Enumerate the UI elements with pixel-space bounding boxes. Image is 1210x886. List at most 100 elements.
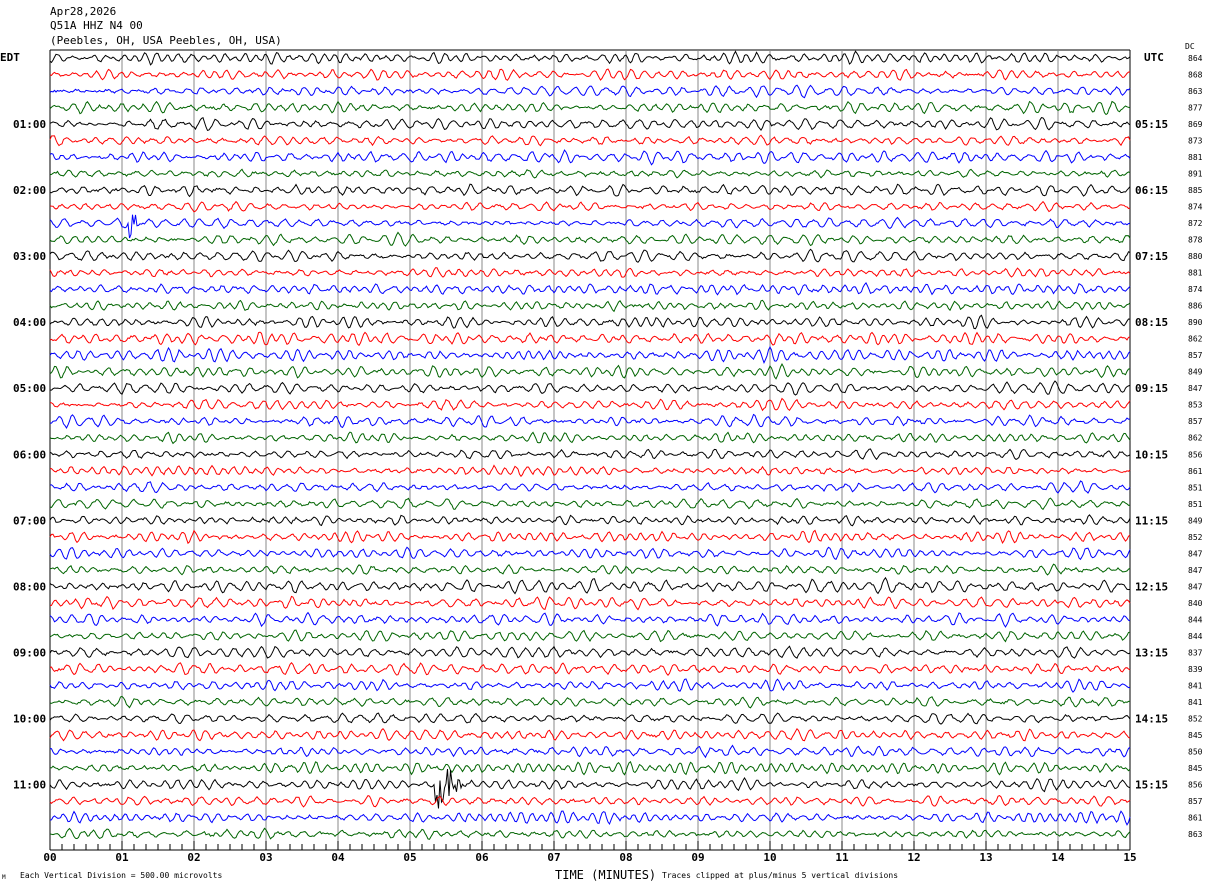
right-time-label: 13:15: [1135, 646, 1168, 659]
left-time-label: 10:00: [13, 712, 46, 725]
dc-offset-label: 861: [1188, 467, 1203, 476]
dc-offset-label: 862: [1188, 434, 1203, 443]
seismic-trace: [49, 214, 1131, 239]
dc-offset-label: 847: [1188, 582, 1203, 591]
dc-offset-label: 857: [1188, 797, 1203, 806]
seismic-trace: [49, 768, 1131, 809]
seismic-trace: [49, 331, 1131, 347]
seismic-trace: [49, 595, 1131, 611]
dc-offset-label: 886: [1188, 302, 1203, 311]
dc-offset-label: 863: [1188, 830, 1203, 839]
dc-offset-label: 868: [1188, 71, 1203, 80]
dc-offset-label: 861: [1188, 813, 1203, 822]
x-tick-label: 07: [547, 851, 560, 864]
dc-offset-label: 845: [1188, 764, 1203, 773]
seismic-trace: [49, 200, 1131, 213]
dc-offset-label: 850: [1188, 747, 1203, 756]
dc-offset-label: 852: [1188, 533, 1203, 542]
dc-offset-label: 857: [1188, 351, 1203, 360]
seismic-trace: [49, 497, 1131, 511]
dc-offset-label: 864: [1188, 54, 1203, 63]
dc-offset-label: 841: [1188, 698, 1203, 707]
x-axis-title: TIME (MINUTES): [555, 868, 656, 882]
right-timezone-label: UTC: [1144, 51, 1164, 64]
dc-offset-label: 837: [1188, 648, 1203, 657]
seismic-trace: [49, 546, 1131, 561]
dc-offset-label: 856: [1188, 780, 1203, 789]
dc-offset-label: 856: [1188, 450, 1203, 459]
x-tick-label: 08: [619, 851, 632, 864]
right-time-label: 14:15: [1135, 712, 1168, 725]
dc-offset-label: 853: [1188, 401, 1203, 410]
left-time-label: 05:00: [13, 382, 46, 395]
x-tick-label: 00: [43, 851, 56, 864]
left-time-label: 07:00: [13, 514, 46, 527]
clip-note: Traces clipped at plus/minus 5 vertical …: [662, 871, 898, 880]
seismic-trace: [50, 464, 1131, 478]
left-time-label: 09:00: [13, 646, 46, 659]
dc-offset-label: 840: [1188, 599, 1203, 608]
seismic-trace: [49, 314, 1131, 330]
seismic-trace: [49, 448, 1131, 461]
seismic-trace: [49, 346, 1131, 365]
seismic-trace: [49, 431, 1131, 445]
right-time-label: 06:15: [1135, 184, 1168, 197]
dc-offset-label: 880: [1188, 252, 1203, 261]
seismic-trace: [49, 100, 1131, 116]
seismic-trace: [49, 810, 1131, 826]
seismic-trace: [49, 611, 1131, 628]
dc-header-label: DC: [1185, 42, 1195, 51]
seismic-trace: [49, 678, 1131, 693]
dc-offset-label: 844: [1188, 632, 1203, 641]
seismic-trace: [49, 712, 1131, 725]
seismic-trace: [49, 827, 1131, 840]
seismic-trace: [49, 761, 1131, 776]
left-time-label: 06:00: [13, 448, 46, 461]
x-tick-label: 02: [187, 851, 200, 864]
dc-offset-label: 851: [1188, 483, 1203, 492]
x-tick-label: 14: [1051, 851, 1065, 864]
dc-offset-label: 874: [1188, 203, 1203, 212]
dc-offset-label: 881: [1188, 269, 1203, 278]
right-time-label: 12:15: [1135, 580, 1168, 593]
left-time-label: 02:00: [13, 184, 46, 197]
seismic-trace: [49, 514, 1131, 527]
seismic-trace: [49, 727, 1131, 742]
seismic-trace: [49, 68, 1131, 81]
seismic-trace: [49, 795, 1131, 808]
seismic-trace: [49, 576, 1131, 595]
date-label: Apr28,2026: [50, 5, 117, 18]
dc-offset-label: 872: [1188, 219, 1203, 228]
seismic-trace: [49, 744, 1131, 759]
seismic-trace: [49, 480, 1131, 494]
seismic-trace: [50, 380, 1131, 396]
dc-offset-label: 878: [1188, 236, 1203, 245]
right-time-label: 07:15: [1135, 250, 1168, 263]
corner-mark: M: [2, 874, 6, 881]
right-time-label: 10:15: [1135, 448, 1168, 461]
seismic-trace: [49, 662, 1131, 676]
right-time-label: 05:15: [1135, 118, 1168, 131]
right-time-label: 11:15: [1135, 514, 1168, 527]
dc-offset-label: 847: [1188, 566, 1203, 575]
dc-offset-label: 847: [1188, 549, 1203, 558]
x-tick-label: 05: [403, 851, 416, 864]
dc-offset-label: 863: [1188, 87, 1203, 96]
seismic-trace: [49, 695, 1131, 709]
dc-offset-label: 841: [1188, 681, 1203, 690]
seismic-trace: [49, 168, 1131, 179]
x-tick-label: 01: [115, 851, 129, 864]
dc-offset-label: 849: [1188, 368, 1203, 377]
dc-offset-label: 873: [1188, 137, 1203, 146]
dc-offset-label: 839: [1188, 665, 1203, 674]
seismic-trace: [49, 134, 1131, 147]
x-tick-label: 10: [763, 851, 776, 864]
scale-note: Each Vertical Division = 500.00 microvol…: [20, 871, 222, 880]
seismic-trace: [49, 299, 1131, 313]
x-tick-label: 03: [259, 851, 272, 864]
dc-offset-label: 877: [1188, 104, 1203, 113]
seismic-trace: [49, 267, 1131, 278]
seismic-trace: [49, 629, 1131, 643]
seismic-trace: [49, 248, 1131, 263]
x-tick-label: 15: [1123, 851, 1136, 864]
